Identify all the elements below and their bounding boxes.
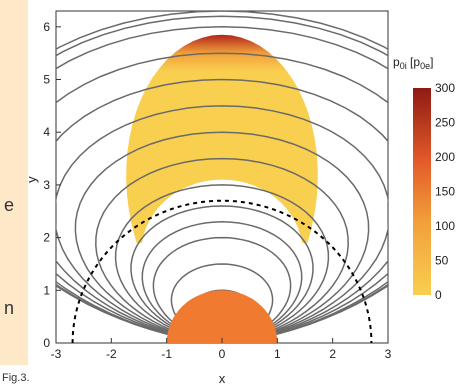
pressure-region — [126, 34, 318, 243]
field-line-12 — [56, 26, 388, 343]
colorbar-tick-label: 250 — [435, 116, 455, 130]
field-line-14 — [56, 11, 388, 343]
side-text-fragment-2: n — [4, 298, 15, 318]
x-tick-label: 1 — [274, 347, 281, 361]
y-tick-label: 4 — [43, 125, 50, 139]
colorbar-bar — [413, 88, 431, 295]
x-tick-label: -2 — [106, 347, 117, 361]
field-line-9 — [56, 105, 388, 343]
colorbar-tick-label: 0 — [435, 288, 442, 302]
field-line-11 — [56, 52, 388, 343]
x-tick-label: -3 — [51, 347, 62, 361]
x-tick-label: 0 — [219, 347, 226, 361]
x-axis-label: x — [219, 371, 226, 386]
colorbar-tick-label: 100 — [435, 219, 455, 233]
colorbar-tick-label: 300 — [435, 81, 455, 95]
x-tick-label: -1 — [161, 347, 172, 361]
y-tick-label: 6 — [43, 20, 50, 34]
colorbar-tick-label: 150 — [435, 185, 455, 199]
colorbar-tick-label: 50 — [435, 254, 449, 268]
y-tick-label: 2 — [43, 231, 50, 245]
planet-body — [166, 290, 278, 343]
y-tick-label: 1 — [43, 283, 50, 297]
y-tick-label: 3 — [43, 178, 50, 192]
background-panel: e n — [0, 0, 28, 365]
field-line-7 — [95, 157, 349, 343]
colorbar-tick-label: 200 — [435, 150, 455, 164]
field-line-8 — [74, 131, 370, 343]
field-line-10 — [56, 78, 388, 343]
field-line-6 — [114, 184, 330, 343]
y-tick-label: 0 — [43, 336, 50, 350]
x-tick-label: 3 — [385, 347, 392, 361]
figure-label: Fig.3. — [2, 372, 30, 384]
y-tick-label: 5 — [43, 73, 50, 87]
y-axis-label: y — [24, 176, 39, 183]
colorbar-title: p0i [p0e] — [393, 55, 433, 71]
side-text-fragment-1: e — [4, 195, 15, 215]
x-tick-label: 2 — [329, 347, 336, 361]
